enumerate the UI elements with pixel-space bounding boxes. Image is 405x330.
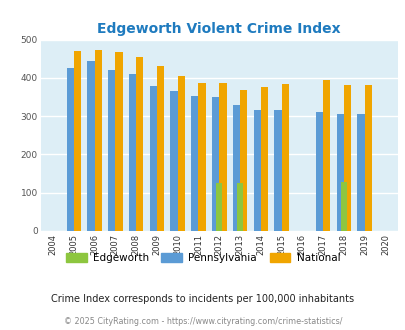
Bar — [219, 83, 226, 231]
Bar — [74, 51, 81, 231]
Bar — [66, 68, 74, 231]
Bar — [274, 111, 281, 231]
Bar — [232, 106, 239, 231]
Bar — [336, 114, 343, 231]
Bar — [115, 52, 122, 231]
Bar — [237, 183, 243, 231]
Bar — [322, 80, 330, 231]
Bar — [211, 97, 219, 231]
Bar — [198, 83, 205, 231]
Bar — [281, 84, 288, 231]
Bar — [177, 76, 185, 231]
Bar — [239, 90, 247, 231]
Bar — [87, 61, 94, 231]
Text: © 2025 CityRating.com - https://www.cityrating.com/crime-statistics/: © 2025 CityRating.com - https://www.city… — [64, 317, 341, 326]
Bar — [343, 85, 350, 231]
Bar — [215, 183, 222, 231]
Bar — [157, 66, 164, 231]
Bar — [94, 50, 102, 231]
Bar — [128, 74, 136, 231]
Bar — [253, 111, 260, 231]
Bar — [149, 86, 157, 231]
Bar — [170, 91, 177, 231]
Bar — [340, 182, 346, 231]
Bar — [364, 85, 371, 231]
Bar — [191, 96, 198, 231]
Bar — [108, 70, 115, 231]
Title: Edgeworth Violent Crime Index: Edgeworth Violent Crime Index — [97, 22, 340, 36]
Bar — [136, 57, 143, 231]
Text: Crime Index corresponds to incidents per 100,000 inhabitants: Crime Index corresponds to incidents per… — [51, 294, 354, 304]
Legend: Edgeworth, Pennsylvania, National: Edgeworth, Pennsylvania, National — [62, 248, 343, 267]
Bar — [356, 114, 364, 231]
Bar — [260, 87, 267, 231]
Bar — [315, 112, 322, 231]
